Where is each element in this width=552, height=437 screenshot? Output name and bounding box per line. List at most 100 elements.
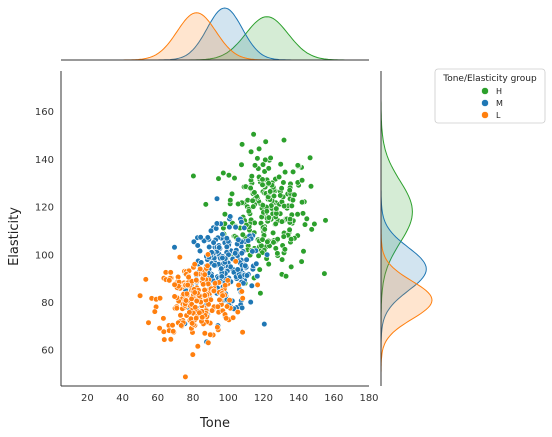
point-H [274, 250, 281, 257]
point-H [273, 205, 280, 212]
x-tick-label: 160 [324, 393, 343, 404]
point-H [282, 169, 289, 176]
point-M [249, 248, 256, 255]
point-H [281, 246, 289, 253]
point-L [214, 324, 221, 331]
point-L [224, 303, 231, 310]
point-M [241, 224, 248, 231]
point-L [200, 281, 207, 288]
point-H [270, 239, 277, 246]
point-L [191, 289, 198, 296]
point-L [173, 305, 180, 312]
y-tick-label: 60 [41, 346, 54, 357]
point-M [227, 263, 234, 270]
point-H [307, 183, 315, 190]
y-axis-title: Elasticity [7, 207, 22, 266]
point-H [279, 256, 286, 263]
y-tick-label: 80 [41, 298, 54, 309]
point-H [259, 161, 267, 168]
right-kde-M [380, 183, 427, 355]
x-tick-label: 140 [289, 393, 308, 404]
point-L [170, 328, 177, 335]
y-tick-label: 100 [35, 250, 54, 261]
point-L [178, 322, 185, 329]
point-L [192, 304, 199, 311]
point-H [251, 189, 258, 196]
legend-label-M: M [496, 99, 503, 108]
point-L [201, 330, 208, 337]
point-H [265, 165, 272, 172]
right-marginal-kde [380, 71, 433, 386]
point-H [248, 173, 255, 180]
y-tick-label: 140 [35, 155, 54, 166]
point-M [234, 266, 241, 273]
point-L [201, 292, 208, 299]
x-tick-label: 60 [151, 393, 164, 404]
point-H [299, 177, 306, 184]
point-H [220, 169, 227, 177]
point-M [253, 260, 260, 267]
point-H [261, 168, 268, 175]
point-H [277, 192, 284, 199]
point-H [281, 203, 288, 210]
point-L [182, 373, 189, 381]
x-tick-label: 100 [219, 393, 238, 404]
point-M [219, 254, 226, 262]
right-kde-L [380, 223, 433, 377]
point-H [277, 161, 284, 168]
point-L [212, 280, 219, 287]
point-M [239, 304, 246, 312]
top-kde-L [119, 12, 274, 61]
point-H [264, 238, 271, 245]
top-kde-H [182, 16, 352, 61]
point-L [145, 319, 152, 326]
point-H [202, 201, 209, 208]
point-M [216, 244, 223, 251]
point-M [243, 256, 250, 263]
point-H [228, 190, 236, 197]
point-L [193, 270, 200, 278]
point-M [223, 243, 230, 250]
legend-title: Tone/Elasticity group [442, 74, 537, 84]
point-M [264, 251, 271, 258]
point-M [223, 235, 230, 242]
point-M [245, 237, 252, 244]
point-L [197, 265, 204, 273]
point-L [235, 282, 242, 289]
point-L [161, 336, 168, 343]
point-M [206, 243, 213, 251]
point-H [286, 187, 293, 194]
point-M [207, 227, 215, 234]
point-L [234, 308, 241, 316]
point-M [213, 220, 220, 227]
point-L [137, 292, 144, 299]
point-H [259, 176, 266, 183]
point-L [188, 295, 195, 303]
point-H [270, 229, 277, 236]
point-H [267, 154, 274, 162]
point-H [307, 154, 314, 161]
point-M [196, 247, 204, 255]
point-H [299, 199, 306, 206]
point-L [201, 271, 208, 278]
point-H [291, 191, 298, 198]
point-M [227, 213, 234, 220]
point-H [245, 208, 252, 215]
point-H [280, 137, 288, 144]
point-L [194, 343, 201, 350]
top-marginal-kde [61, 7, 369, 61]
point-H [259, 202, 266, 209]
point-H [286, 226, 293, 233]
scatter-points [137, 131, 329, 381]
legend-marker-L [481, 111, 489, 119]
point-H [256, 266, 263, 273]
point-H [259, 181, 266, 188]
point-L [156, 295, 164, 302]
x-axis-title: Tone [199, 416, 230, 431]
point-M [210, 239, 217, 246]
point-H [262, 138, 269, 145]
point-H [288, 263, 295, 271]
point-L [232, 258, 239, 265]
point-M [238, 250, 245, 257]
point-H [190, 172, 197, 180]
